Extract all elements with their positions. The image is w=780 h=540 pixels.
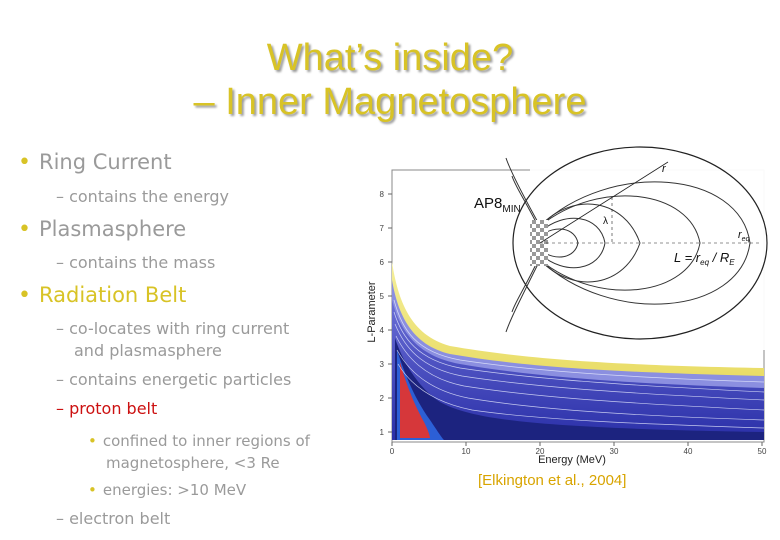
- bullet-ring-current: • Ring Current: [18, 150, 172, 175]
- x-tick-label: 10: [462, 447, 471, 456]
- y-tick-labels: 1 2 3 4 5 6 7 8: [380, 190, 385, 437]
- bullet-dot-icon: •: [18, 217, 31, 242]
- bullet-dot-icon: •: [88, 481, 97, 499]
- sub-bullet: – contains the mass: [56, 253, 216, 272]
- axis-ticks: [388, 193, 763, 446]
- contour-lines: [393, 299, 765, 429]
- y-tick-label: 6: [380, 258, 385, 267]
- sub-bullet: – contains energetic particles: [56, 370, 292, 389]
- y-tick-label: 3: [380, 360, 385, 369]
- inset-label-lambda: λ: [603, 216, 608, 227]
- y-axis-label: L-Parameter: [366, 281, 378, 342]
- bullet-dot-icon: •: [18, 150, 31, 175]
- model-label: AP8MIN: [474, 195, 521, 215]
- sub-bullet: – contains the energy: [56, 187, 229, 206]
- x-tick-label: 20: [536, 447, 545, 456]
- sub-bullet-proton-belt: – proton belt: [56, 399, 158, 418]
- flux-region-peak: [400, 362, 430, 438]
- dipole-inset: r λ req L = req / RE: [505, 146, 770, 350]
- inset-formula: L = req / RE: [674, 250, 735, 267]
- sub-sub-bullet: • confined to inner regions of: [88, 432, 310, 450]
- inset-label-req: req: [738, 229, 750, 243]
- y-tick-label: 4: [380, 326, 385, 335]
- x-tick-label: 30: [610, 447, 619, 456]
- slide-title-line2: – Inner Magnetosphere: [193, 81, 587, 123]
- citation: [Elkington et al., 2004]: [478, 472, 627, 489]
- inset-label-r: r: [662, 163, 667, 175]
- bullet-dot-icon: •: [18, 283, 31, 308]
- r-vector: [539, 161, 669, 244]
- sub-bullet-continued: and plasmasphere: [74, 341, 222, 360]
- y-tick-label: 1: [380, 428, 385, 437]
- bullet-radiation-belt: • Radiation Belt: [18, 283, 187, 308]
- earth-icon: [530, 220, 548, 266]
- y-tick-label: 5: [380, 292, 385, 301]
- y-tick-label: 7: [380, 224, 385, 233]
- bullet-dot-icon: •: [88, 432, 97, 450]
- sub-sub-bullet-continued: magnetosphere, <3 Re: [106, 454, 280, 472]
- y-tick-label: 8: [380, 190, 385, 199]
- x-tick-label: 50: [758, 447, 767, 456]
- x-tick-label: 40: [684, 447, 693, 456]
- bullet-plasmasphere: • Plasmasphere: [18, 217, 187, 242]
- sub-bullet-electron-belt: – electron belt: [56, 509, 171, 528]
- sub-sub-bullet: • energies: >10 MeV: [88, 481, 247, 499]
- x-tick-labels: 0 10 20 30 40 50: [390, 447, 767, 456]
- x-axis-label: Energy (MeV): [538, 454, 606, 466]
- y-tick-label: 2: [380, 394, 385, 403]
- slide-title-line1: What’s inside?: [266, 37, 514, 79]
- sub-bullet: – co-locates with ring current: [56, 319, 290, 338]
- x-tick-label: 0: [390, 447, 395, 456]
